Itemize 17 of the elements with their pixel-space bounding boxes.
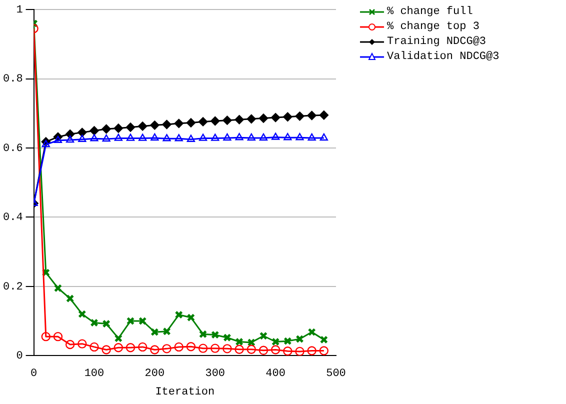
- x-axis-title: Iteration: [155, 386, 215, 398]
- y-tick-label: 0.2: [2, 281, 23, 294]
- x-tick-label: 0: [30, 368, 38, 380]
- x-tick-label: 200: [144, 368, 165, 380]
- x-tick-label: 500: [326, 368, 346, 380]
- y-tick-label: 1: [16, 4, 24, 17]
- y-tick-label: 0.4: [2, 212, 24, 224]
- legend-label: % change full: [387, 6, 473, 18]
- legend-label: Training NDCG@3: [387, 36, 486, 48]
- y-tick-label: 0: [16, 350, 23, 363]
- legend-label: % change top 3: [387, 20, 480, 32]
- y-tick-label: 0.6: [2, 142, 23, 155]
- y-tick-label: 0.8: [2, 74, 23, 86]
- x-tick-label: 400: [266, 368, 286, 380]
- x-tick-label: 300: [205, 368, 226, 380]
- legend-label: Validation NDCG@3: [387, 50, 500, 62]
- x-tick-label: 100: [84, 368, 104, 380]
